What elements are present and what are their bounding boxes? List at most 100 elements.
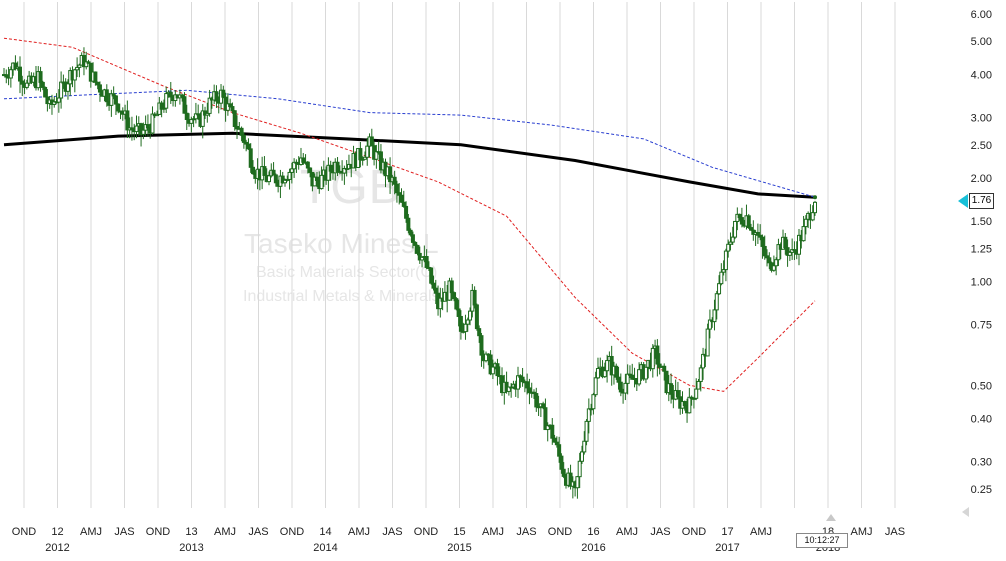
candle-body bbox=[536, 406, 541, 409]
candle-body bbox=[205, 112, 210, 116]
x-tick-label: AMJ bbox=[214, 526, 236, 538]
candle-body bbox=[737, 213, 742, 219]
candle-body bbox=[516, 375, 521, 390]
candle-body bbox=[605, 360, 610, 372]
candle-body bbox=[655, 345, 660, 365]
x-tick-label: OND bbox=[12, 526, 37, 538]
x-tick-label: AMJ bbox=[80, 526, 102, 538]
candle-body bbox=[282, 179, 287, 184]
candle-body bbox=[116, 103, 121, 112]
x-year-label: 2015 bbox=[447, 542, 471, 554]
candle-body bbox=[113, 95, 118, 105]
candle-body bbox=[552, 437, 557, 443]
candle-body bbox=[452, 292, 457, 300]
candle-body bbox=[328, 164, 333, 172]
candle-body bbox=[472, 289, 477, 306]
candle-body bbox=[84, 61, 89, 68]
y-tick-label: 5.00 bbox=[971, 36, 992, 48]
scroll-right-icon[interactable] bbox=[826, 514, 836, 521]
candle-body bbox=[550, 424, 555, 439]
last-price-dot bbox=[813, 195, 817, 200]
x-year-label: 2013 bbox=[179, 542, 203, 554]
candle-body bbox=[200, 110, 205, 127]
x-tick-label: AMJ bbox=[482, 526, 504, 538]
candle-body bbox=[591, 394, 596, 410]
candle-body bbox=[65, 83, 70, 92]
y-tick-label: 0.75 bbox=[971, 320, 992, 332]
candle-body bbox=[783, 236, 788, 249]
candle-body bbox=[228, 103, 233, 108]
candle-body bbox=[527, 387, 532, 394]
candle-body bbox=[24, 82, 29, 88]
candle-body bbox=[191, 118, 196, 121]
candle-body bbox=[468, 310, 473, 321]
x-tick-label: OND bbox=[414, 526, 439, 538]
candle-body bbox=[714, 293, 719, 311]
candle-body bbox=[433, 287, 438, 294]
candle-body bbox=[312, 176, 317, 187]
candle-body bbox=[248, 148, 253, 168]
candle-body bbox=[561, 468, 566, 477]
x-tick-label: OND bbox=[146, 526, 171, 538]
candle-body bbox=[109, 93, 114, 106]
candle-body bbox=[456, 308, 461, 317]
candle-body bbox=[618, 381, 623, 393]
candle-body bbox=[557, 444, 562, 457]
candle-body bbox=[134, 125, 139, 133]
candle-body bbox=[287, 171, 292, 180]
candle-body bbox=[490, 366, 495, 375]
candle-body bbox=[625, 373, 630, 384]
candle-body bbox=[232, 110, 237, 127]
x-tick-label: OND bbox=[548, 526, 573, 538]
candle-body bbox=[410, 234, 415, 243]
candle-body bbox=[609, 355, 614, 376]
candle-body bbox=[669, 383, 674, 395]
candle-body bbox=[358, 148, 363, 161]
candle-body bbox=[534, 393, 539, 408]
candle-body bbox=[399, 194, 404, 203]
candle-body bbox=[532, 391, 537, 395]
candle-body bbox=[374, 151, 379, 160]
candle-body bbox=[717, 283, 722, 295]
candle-body bbox=[575, 476, 580, 489]
candle-body bbox=[72, 69, 77, 81]
candle-body bbox=[488, 354, 493, 375]
candle-body bbox=[739, 217, 744, 225]
candle-body bbox=[579, 451, 584, 462]
collapse-axis-icon[interactable] bbox=[962, 507, 969, 517]
candle-body bbox=[251, 166, 256, 175]
candle-body bbox=[125, 110, 130, 131]
candle-body bbox=[319, 174, 324, 190]
y-tick-label: 4.00 bbox=[971, 70, 992, 82]
candle-body bbox=[404, 205, 409, 219]
candle-body bbox=[244, 141, 249, 145]
candle-body bbox=[586, 408, 591, 422]
candle-body bbox=[17, 66, 22, 82]
x-tick-label: 13 bbox=[185, 526, 197, 538]
x-tick-label: JAS bbox=[885, 526, 905, 538]
candle-body bbox=[449, 280, 454, 294]
candle-body bbox=[518, 375, 523, 378]
candle-body bbox=[696, 380, 701, 390]
candle-body bbox=[506, 386, 511, 392]
candle-body bbox=[813, 201, 817, 214]
candle-body bbox=[182, 96, 187, 114]
candle-body bbox=[582, 440, 587, 453]
candle-body bbox=[161, 107, 166, 110]
candle-body bbox=[95, 81, 100, 86]
candle-body bbox=[543, 407, 548, 431]
candle-body bbox=[104, 89, 109, 103]
x-tick-label: JAS bbox=[382, 526, 402, 538]
candle-body bbox=[554, 441, 559, 446]
candle-body bbox=[415, 244, 420, 254]
candle-body bbox=[168, 91, 173, 98]
y-tick-label: 2.00 bbox=[971, 173, 992, 185]
x-tick-label: JAS bbox=[516, 526, 536, 538]
candle-body bbox=[111, 93, 116, 97]
candle-body bbox=[230, 106, 235, 112]
x-tick-label: 12 bbox=[51, 526, 63, 538]
candle-body bbox=[584, 420, 589, 442]
candle-body bbox=[75, 66, 80, 71]
